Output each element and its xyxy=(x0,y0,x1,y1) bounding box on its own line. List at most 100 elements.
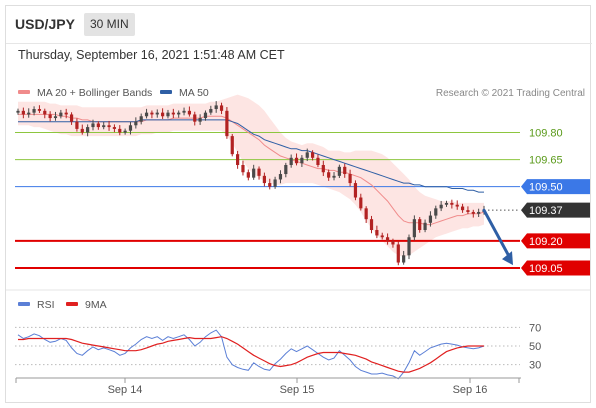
candle-body xyxy=(423,222,427,231)
candle-body xyxy=(385,237,390,241)
candle-body xyxy=(444,202,449,205)
candle-body xyxy=(337,166,341,176)
candle-body xyxy=(305,152,309,158)
legend-ma20-swatch xyxy=(18,90,30,94)
candle-body xyxy=(418,219,422,231)
candle-body xyxy=(407,237,411,256)
candle-body xyxy=(161,112,165,117)
candle-body xyxy=(112,127,117,129)
rsi-legend: RSI 9MA xyxy=(18,299,107,311)
moving-average-layer xyxy=(18,113,485,226)
candle-body xyxy=(37,109,42,111)
candle-body xyxy=(477,211,481,214)
level-tag-support xyxy=(521,233,590,249)
level-label-pivot: 109.50 xyxy=(529,182,563,194)
candle-body xyxy=(262,175,266,184)
interval-button[interactable]: 30 MIN xyxy=(84,13,135,36)
candle-body xyxy=(225,110,229,137)
candle-body xyxy=(96,123,100,128)
legend-9ma-swatch xyxy=(66,302,78,306)
legend-ma50-label: MA 50 xyxy=(179,87,209,99)
x-axis-label: Sep 16 xyxy=(453,384,488,396)
candle-body xyxy=(273,179,277,187)
candle-body xyxy=(434,208,438,216)
candle-body xyxy=(27,112,31,115)
candle-body xyxy=(21,110,25,115)
candles-layer xyxy=(16,101,486,266)
candle-body xyxy=(278,174,283,180)
candle-body xyxy=(455,204,459,207)
candle-body xyxy=(236,154,240,166)
level-label-resistance: 109.65 xyxy=(529,155,563,167)
candle-body xyxy=(150,112,154,115)
candle-body xyxy=(428,215,433,223)
level-label-current: 109.37 xyxy=(529,205,563,217)
rsi-panel-layer: 70 50 30 xyxy=(15,322,541,380)
candle-body xyxy=(209,109,213,113)
candle-body xyxy=(268,183,272,187)
candle-body xyxy=(32,109,36,113)
candle-body xyxy=(316,157,320,166)
candle-body xyxy=(214,105,218,110)
ma50-line xyxy=(18,119,484,193)
candle-body xyxy=(257,168,261,176)
candle-body xyxy=(353,183,358,198)
x-axis-label: Sep 15 xyxy=(280,384,315,396)
candle-body xyxy=(64,112,68,115)
rsi-tick-label: 50 xyxy=(529,341,541,353)
candle-body xyxy=(171,112,175,115)
chart-widget: USD/JPY 30 MIN Thursday, September 16, 2… xyxy=(5,5,592,403)
candle-body xyxy=(246,172,250,178)
candle-body xyxy=(332,175,336,178)
candle-body xyxy=(348,174,352,184)
candle-body xyxy=(86,127,90,133)
candle-body xyxy=(182,110,186,113)
candle-body xyxy=(380,235,384,238)
candle-body xyxy=(402,255,406,263)
attribution-label: Research © 2021 Trading Central xyxy=(436,88,585,99)
candle-body xyxy=(300,157,304,164)
candle-body xyxy=(203,112,208,119)
candle-body xyxy=(107,125,111,128)
candle-body xyxy=(80,128,84,133)
level-tag-pivot xyxy=(521,179,590,195)
candle-body xyxy=(241,165,245,173)
candle-body xyxy=(450,202,454,205)
candle-body xyxy=(48,114,52,119)
rsi-tick-label: 70 xyxy=(529,322,541,334)
candle-body xyxy=(91,123,95,128)
rsi-9ma-line xyxy=(18,336,484,373)
candle-body xyxy=(460,206,465,211)
candle-body xyxy=(310,152,315,158)
candle-body xyxy=(284,165,288,175)
rsi-tick-label: 30 xyxy=(529,360,541,372)
candle-body xyxy=(193,114,197,122)
symbol-label: USD/JPY xyxy=(15,16,75,32)
level-label-support: 109.05 xyxy=(529,263,563,275)
legend-9ma-label: 9MA xyxy=(85,299,107,311)
candle-body xyxy=(439,204,443,209)
legend-ma50-swatch xyxy=(160,90,172,94)
candle-body xyxy=(252,168,256,178)
legend-rsi-swatch xyxy=(18,302,30,306)
candle-body xyxy=(155,112,159,115)
candle-body xyxy=(139,116,143,122)
chart-header: USD/JPY 30 MIN xyxy=(6,6,592,44)
candle-body xyxy=(177,112,181,115)
level-labels-layer: 109.80 109.65 109.50 109.37 109.20 109.05 xyxy=(521,128,590,276)
x-axis-layer: Sep 14 Sep 15 Sep 16 xyxy=(15,378,520,396)
candle-body xyxy=(294,157,299,164)
datetime-label: Thursday, September 16, 2021 1:51:48 AM … xyxy=(18,48,285,62)
candle-body xyxy=(219,105,224,111)
level-tag-support xyxy=(521,260,590,276)
candle-body xyxy=(144,112,149,117)
level-tag-current xyxy=(521,202,590,218)
candle-body xyxy=(59,112,63,117)
forecast-arrow-line xyxy=(482,208,512,260)
candle-body xyxy=(396,244,400,263)
candle-body xyxy=(412,219,416,238)
candle-body xyxy=(53,116,58,119)
forecast-arrow-layer xyxy=(482,208,513,266)
candle-body xyxy=(16,110,20,113)
